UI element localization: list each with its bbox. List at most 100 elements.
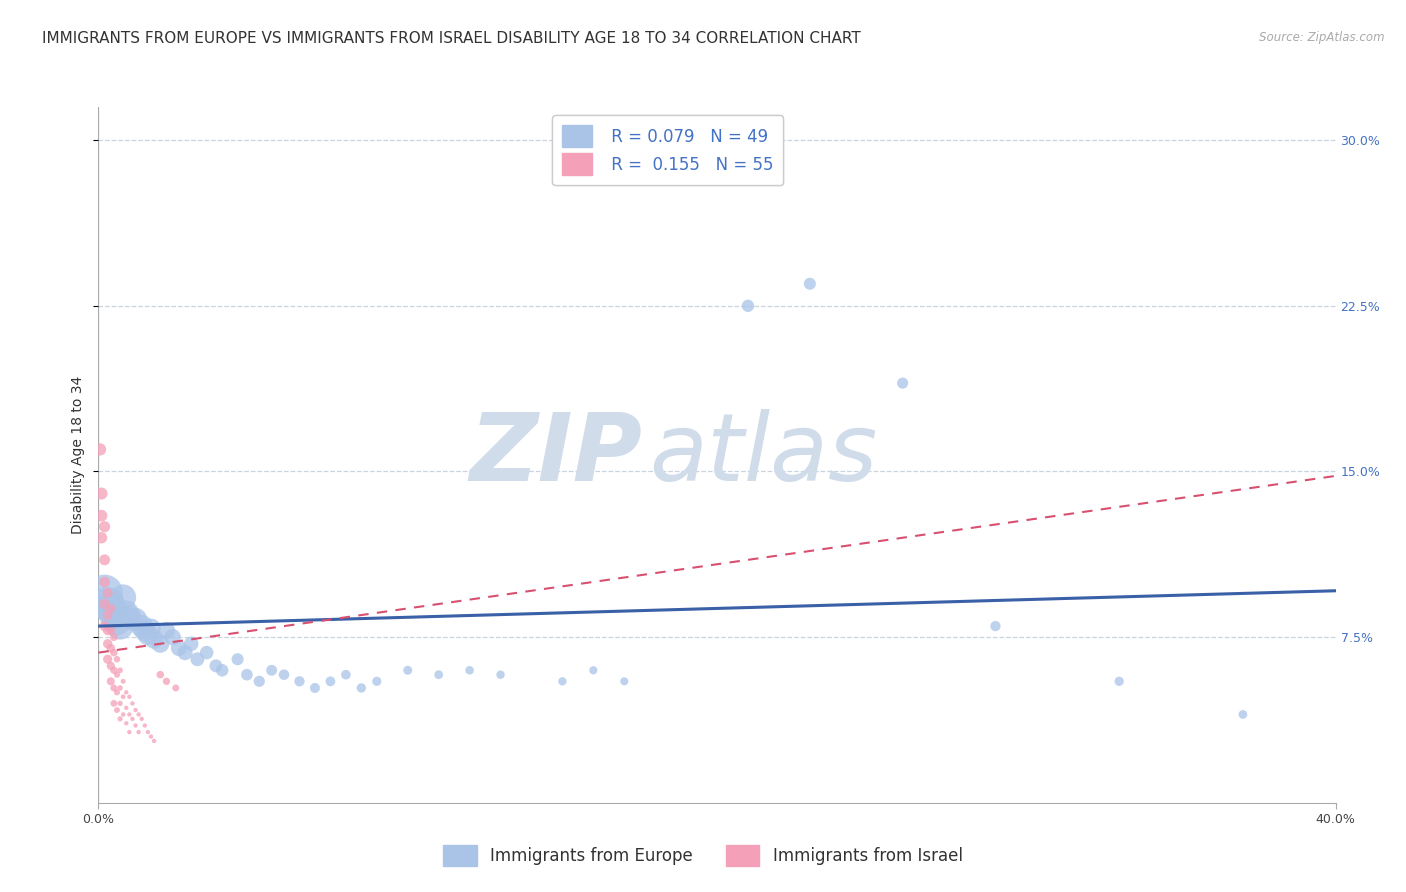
Point [93,597,115,611]
Point [131,619,153,633]
Point [105,703,128,717]
Point [108,619,131,633]
Point [121,697,143,711]
Point [396,663,419,677]
Point [103,608,125,623]
Point [90,531,112,545]
Point [799,277,821,291]
Point [115,685,138,699]
Point [97,637,120,651]
Point [984,619,1007,633]
Point [121,712,143,726]
Legend:  R = 0.079   N = 49,  R =  0.155   N = 55: R = 0.079 N = 49, R = 0.155 N = 55 [553,115,783,185]
Point [108,712,131,726]
Point [100,674,122,689]
Point [103,663,125,677]
Point [427,667,450,681]
Text: ZIP: ZIP [470,409,643,501]
Legend: Immigrants from Europe, Immigrants from Israel: Immigrants from Europe, Immigrants from … [434,837,972,875]
Point [186,652,208,666]
Point [112,674,135,689]
Point [100,601,122,615]
Point [134,718,156,732]
Point [124,718,146,732]
Point [211,663,233,677]
Point [112,707,135,722]
Point [236,667,259,681]
Point [93,519,115,533]
Point [143,734,166,748]
Point [350,681,373,695]
Point [105,685,128,699]
Point [100,601,122,615]
Point [155,674,177,689]
Point [93,586,115,600]
Point [226,652,249,666]
Point [195,646,218,660]
Point [103,697,125,711]
Point [551,674,574,689]
Point [582,663,605,677]
Point [134,624,156,638]
Point [112,591,135,605]
Point [115,716,138,731]
Point [93,553,115,567]
Point [180,637,202,651]
Point [124,612,146,626]
Point [90,508,112,523]
Point [97,597,120,611]
Point [97,652,120,666]
Point [288,674,311,689]
Point [149,637,172,651]
Point [1232,707,1254,722]
Point [891,376,914,391]
Text: IMMIGRANTS FROM EUROPE VS IMMIGRANTS FROM ISRAEL DISABILITY AGE 18 TO 34 CORRELA: IMMIGRANTS FROM EUROPE VS IMMIGRANTS FRO… [42,31,860,46]
Point [139,621,162,635]
Point [118,725,141,739]
Point [613,674,636,689]
Point [319,674,342,689]
Point [174,646,197,660]
Point [108,697,131,711]
Point [247,674,270,689]
Point [260,663,283,677]
Point [118,610,141,624]
Point [103,630,125,644]
Point [93,619,115,633]
Point [103,646,125,660]
Point [737,299,759,313]
Point [105,652,128,666]
Text: atlas: atlas [650,409,877,500]
Point [118,690,141,704]
Point [304,681,326,695]
Point [89,442,111,457]
Point [131,712,153,726]
Point [115,606,138,620]
Point [136,725,159,739]
Point [1108,674,1130,689]
Point [108,681,131,695]
Point [167,641,190,656]
Point [90,486,112,500]
Point [165,681,187,695]
Point [162,630,184,644]
Point [97,586,120,600]
Point [97,608,120,623]
Point [128,707,150,722]
Point [149,667,172,681]
Point [489,667,512,681]
Point [100,641,122,656]
Point [136,628,159,642]
Point [143,632,166,647]
Point [103,681,125,695]
Point [335,667,357,681]
Point [205,658,228,673]
Point [273,667,295,681]
Point [93,574,115,589]
Point [100,658,122,673]
Point [100,624,122,638]
Point [97,624,120,638]
Point [118,707,141,722]
Point [124,703,146,717]
Point [112,690,135,704]
